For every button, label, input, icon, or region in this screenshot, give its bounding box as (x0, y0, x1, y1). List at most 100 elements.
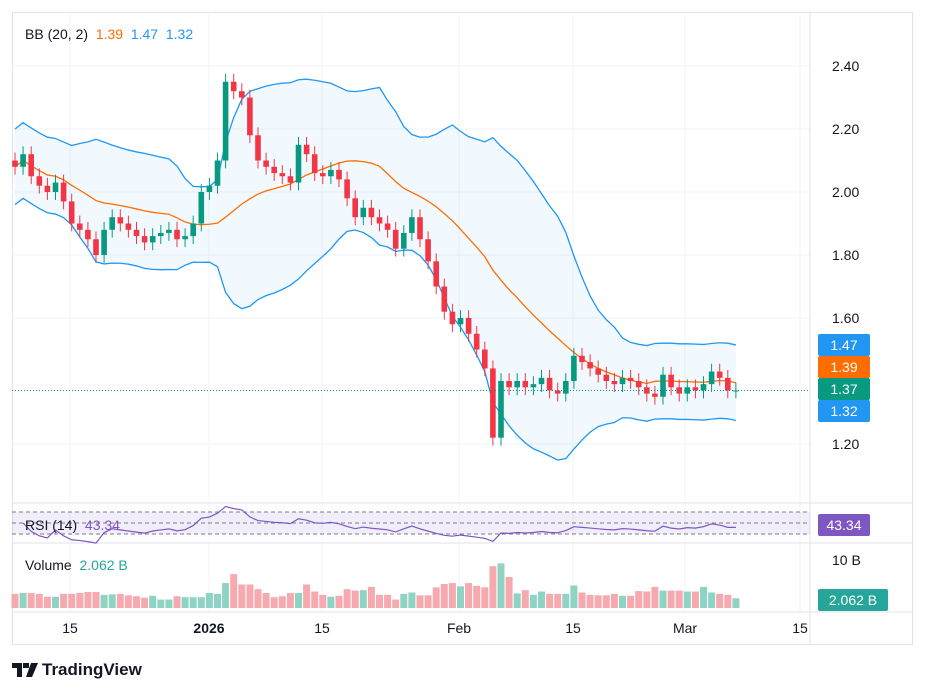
candle-body (700, 384, 707, 391)
candle-body (336, 169, 342, 180)
volume-bar (319, 594, 327, 608)
bb-legend[interactable]: BB (20, 2) 1.39 1.47 1.32 (25, 26, 193, 42)
candle-body (384, 223, 391, 230)
candle-body (360, 207, 367, 218)
candle-body (149, 236, 156, 243)
volume-bar (513, 593, 521, 608)
volume-bar (627, 595, 635, 608)
candle-body (214, 160, 221, 186)
volume-bar (181, 597, 189, 608)
candle-body (206, 185, 213, 192)
candle-body (117, 217, 124, 224)
rsi-legend[interactable]: RSI (14) 43.34 (25, 517, 120, 533)
candle-body (449, 311, 456, 325)
volume-bar (691, 591, 699, 608)
volume-bar (440, 584, 448, 608)
volume-bar (367, 586, 375, 608)
rsi-tag: 43.34 (818, 514, 870, 536)
volume-bar (659, 590, 667, 608)
candle-body (490, 368, 496, 438)
volume-bar (643, 591, 651, 608)
candle-body (603, 374, 610, 381)
volume-bar (295, 592, 302, 608)
candle-body (198, 192, 205, 224)
rsi-label: RSI (14) (25, 517, 78, 533)
bb-upper-line (14, 78, 737, 347)
candle-body (619, 377, 626, 385)
candle-body (554, 390, 561, 394)
volume-bar (554, 593, 562, 608)
volume-bar (222, 583, 230, 608)
candle-body (141, 236, 148, 243)
candle-body (36, 176, 43, 186)
volume-bar (76, 592, 84, 608)
candle-body (295, 144, 302, 183)
volume-bar (392, 599, 400, 608)
bb-basis-value: 1.39 (95, 26, 124, 42)
volume-bar (165, 599, 173, 608)
candle-body (652, 393, 658, 397)
volume-bar (594, 595, 602, 608)
candle-body (109, 217, 115, 230)
candle-body (279, 173, 286, 177)
candle-body (271, 166, 277, 174)
candle-body (725, 377, 731, 391)
volume-bar (602, 595, 610, 608)
time-tick: Feb (446, 620, 472, 636)
candle-body (417, 217, 423, 240)
volume-bar (586, 594, 594, 608)
candle-body (287, 176, 294, 183)
candle-body (85, 229, 91, 240)
volume-bar (359, 590, 367, 608)
candle-body (93, 239, 99, 255)
volume-bar (278, 596, 286, 608)
time-tick: Mar (672, 620, 698, 636)
rsi-value: 43.34 (84, 517, 120, 533)
candle-body (28, 154, 34, 177)
volume-bar (521, 590, 529, 608)
candle-body (182, 236, 188, 240)
candle-body (174, 229, 180, 240)
candle-body (190, 223, 196, 237)
last-price-tag: 1.37 (818, 378, 870, 400)
candle-body (571, 355, 577, 381)
volume-bar (262, 592, 270, 608)
volume-bar (27, 592, 35, 608)
candle-body (263, 160, 269, 167)
candle-body (77, 223, 83, 230)
volume-bar (157, 599, 165, 608)
volume-bar (108, 594, 116, 608)
candle-body (587, 362, 593, 369)
volume-bar (189, 597, 197, 608)
candle-body (563, 381, 569, 394)
bb-lower-line (14, 197, 737, 461)
candle-body (579, 355, 585, 363)
volume-bar (432, 587, 440, 608)
time-tick: 15 (565, 620, 581, 636)
candle-body (247, 97, 253, 136)
candle-body (158, 232, 164, 237)
candle-body (133, 229, 140, 237)
volume-bar (286, 592, 294, 608)
volume-tick: 10 B (832, 552, 861, 568)
candle-body (457, 318, 464, 325)
volume-bar (327, 596, 335, 608)
volume-legend[interactable]: Volume 2.062 B (25, 557, 128, 573)
bb-basis-line (14, 159, 737, 385)
volume-bar (84, 592, 92, 608)
volume-bar (473, 585, 481, 608)
volume-bar (400, 593, 408, 608)
candle-body (352, 198, 358, 218)
candle-body (311, 154, 318, 174)
bb-upper-tag: 1.47 (818, 334, 870, 356)
volume-bar (11, 593, 19, 608)
volume-bar (578, 592, 586, 608)
volume-bar (675, 590, 683, 608)
candle-body (68, 201, 75, 224)
volume-bar (562, 593, 570, 608)
tradingview-logo[interactable]: TradingView (12, 660, 142, 680)
volume-bar (416, 595, 424, 608)
volume-bar (481, 587, 489, 608)
price-tick: 1.20 (832, 436, 860, 452)
